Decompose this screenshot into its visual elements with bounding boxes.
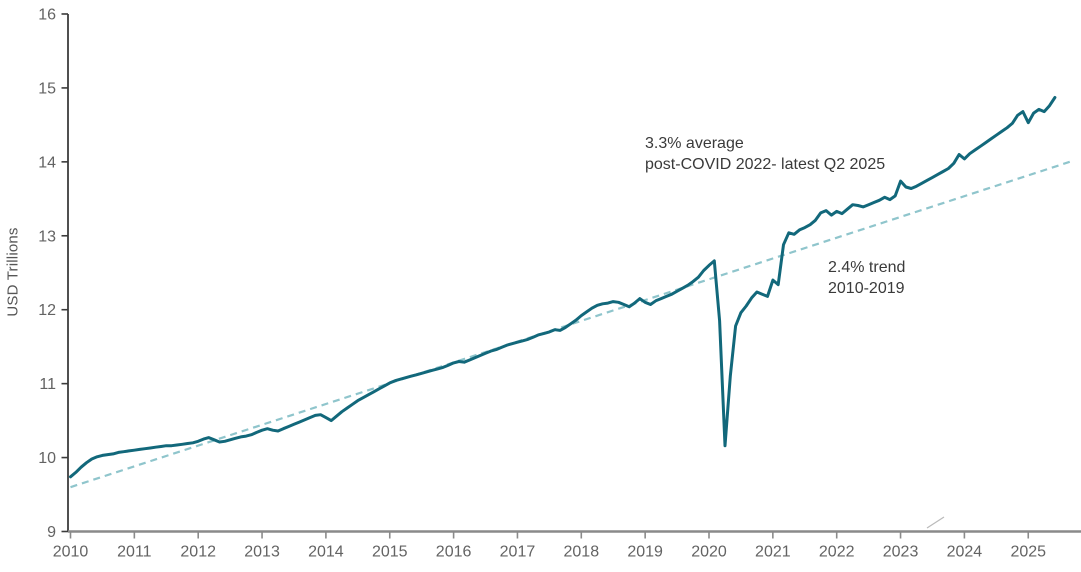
annotation-post-covid-average: 3.3% average post-COVID 2022- latest Q2 … — [645, 133, 885, 175]
x-tick-label: 2010 — [53, 544, 89, 561]
y-axis-title: USD Trillions — [4, 227, 22, 317]
x-tick-label: 2024 — [947, 544, 983, 561]
x-tick-label: 2019 — [627, 544, 663, 561]
y-tick-label: 13 — [38, 228, 56, 245]
x-tick-label: 2022 — [819, 544, 855, 561]
actual-series-line — [69, 96, 1057, 479]
x-tick-label: 2018 — [564, 544, 600, 561]
x-tick-label: 2017 — [500, 544, 536, 561]
y-tick-label: 10 — [38, 450, 56, 467]
x-tick-label: 2014 — [308, 544, 344, 561]
y-tick-label: 14 — [38, 154, 56, 171]
x-tick-label: 2012 — [180, 544, 216, 561]
annotation-line: 3.3% average — [645, 135, 744, 152]
x-tick-label: 2021 — [755, 544, 791, 561]
annotation-line: 2.4% trend — [828, 259, 906, 276]
y-tick-label: 9 — [47, 524, 56, 541]
x-tick-label: 2025 — [1010, 544, 1046, 561]
annotation-line: 2010-2019 — [828, 280, 905, 297]
annotation-line: post-COVID 2022- latest Q2 2025 — [645, 156, 886, 173]
x-tick-label: 2016 — [436, 544, 472, 561]
y-tick-label: 11 — [39, 376, 56, 393]
x-tick-label: 2011 — [117, 544, 152, 561]
y-tick-label: 16 — [38, 6, 56, 23]
y-tick-label: 15 — [38, 80, 56, 97]
y-tick-label: 12 — [38, 302, 56, 319]
slash-mark — [926, 516, 945, 529]
x-tick-label: 2020 — [691, 544, 727, 561]
x-tick-label: 2023 — [883, 544, 919, 561]
x-tick-label: 2013 — [244, 544, 280, 561]
x-tick-label: 2015 — [372, 544, 408, 561]
annotation-trend: 2.4% trend 2010-2019 — [828, 257, 905, 299]
